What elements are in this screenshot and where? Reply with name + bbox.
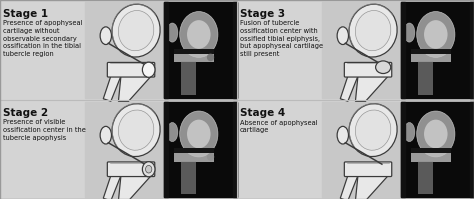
Ellipse shape (356, 11, 391, 51)
Bar (401, 101, 405, 197)
Ellipse shape (112, 4, 160, 57)
Bar (85, 101, 164, 197)
Polygon shape (103, 76, 121, 101)
Ellipse shape (187, 20, 210, 49)
Bar (164, 2, 237, 98)
FancyBboxPatch shape (344, 62, 392, 77)
Bar (470, 101, 474, 197)
Bar (233, 101, 237, 197)
Ellipse shape (118, 110, 154, 150)
Ellipse shape (424, 120, 447, 148)
Ellipse shape (112, 104, 160, 157)
Polygon shape (118, 176, 151, 199)
Polygon shape (356, 76, 388, 101)
Ellipse shape (100, 126, 111, 144)
Bar (164, 101, 237, 197)
Bar (401, 2, 474, 98)
Bar (164, 2, 168, 98)
Ellipse shape (167, 123, 178, 142)
Ellipse shape (187, 120, 210, 148)
Ellipse shape (118, 11, 154, 51)
Bar (411, 49, 451, 54)
Ellipse shape (180, 12, 218, 57)
Text: Stage 3: Stage 3 (240, 9, 285, 19)
Bar (401, 2, 405, 98)
Bar (418, 161, 433, 194)
Ellipse shape (356, 110, 391, 150)
Ellipse shape (100, 27, 111, 45)
Bar (164, 101, 168, 197)
Text: Presence of apophyseal
cartilage without
observable secondary
ossification in th: Presence of apophyseal cartilage without… (3, 20, 82, 57)
Bar (322, 101, 401, 197)
Ellipse shape (349, 4, 397, 57)
FancyBboxPatch shape (107, 162, 155, 177)
Bar (174, 153, 214, 162)
Ellipse shape (142, 62, 155, 77)
Bar (322, 2, 401, 98)
Bar (401, 101, 474, 197)
Bar (174, 54, 214, 62)
Polygon shape (340, 176, 358, 199)
Bar (85, 2, 164, 98)
Bar (181, 161, 196, 194)
Text: Fusion of tubercle
ossification center with
ossified tibial epiphysis,
but apoph: Fusion of tubercle ossification center w… (240, 20, 323, 57)
Ellipse shape (404, 23, 415, 42)
Ellipse shape (167, 23, 178, 42)
Bar (470, 2, 474, 98)
FancyBboxPatch shape (344, 162, 392, 177)
Bar (174, 148, 214, 153)
Ellipse shape (337, 27, 348, 45)
Polygon shape (118, 76, 151, 101)
Ellipse shape (404, 123, 415, 142)
Ellipse shape (207, 153, 214, 161)
Ellipse shape (349, 104, 397, 157)
Ellipse shape (424, 20, 447, 49)
Bar (418, 61, 433, 95)
Ellipse shape (207, 54, 214, 61)
Bar (181, 61, 196, 95)
Bar (174, 49, 214, 54)
Ellipse shape (337, 126, 348, 144)
Text: Stage 2: Stage 2 (3, 108, 48, 118)
Text: Presence of visible
ossification center in the
tubercle apophysis: Presence of visible ossification center … (3, 120, 86, 141)
Bar (411, 148, 451, 153)
Bar (411, 54, 451, 62)
Ellipse shape (146, 165, 152, 173)
Text: Stage 1: Stage 1 (3, 9, 48, 19)
Bar (233, 2, 237, 98)
Ellipse shape (417, 111, 455, 157)
Ellipse shape (375, 61, 391, 73)
Text: Absence of apophyseal
cartilage: Absence of apophyseal cartilage (240, 120, 318, 133)
Polygon shape (356, 176, 388, 199)
Polygon shape (103, 176, 121, 199)
Ellipse shape (142, 162, 155, 177)
Bar (411, 153, 451, 162)
Polygon shape (340, 76, 358, 101)
Ellipse shape (417, 12, 455, 57)
FancyBboxPatch shape (107, 62, 155, 77)
Text: Stage 4: Stage 4 (240, 108, 285, 118)
Ellipse shape (180, 111, 218, 157)
